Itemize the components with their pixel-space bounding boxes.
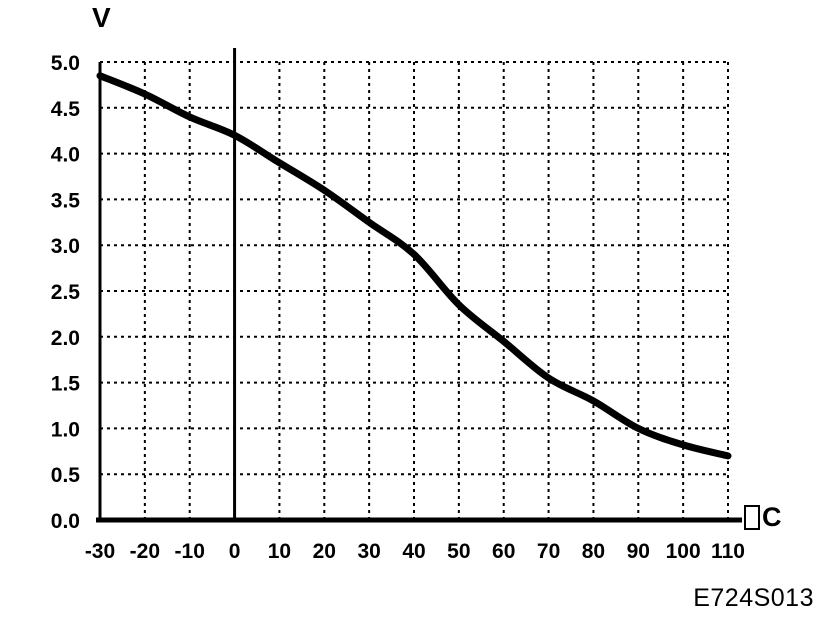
y-tick-label: 4.5 [51,98,81,121]
degree-symbol-missing-glyph-box [744,505,760,530]
x-tick-label: -30 [85,540,115,563]
voltage-temperature-curve [96,72,732,460]
y-tick-label: 1.5 [51,373,81,396]
x-tick-label: 80 [582,540,605,563]
x-tick-label: 40 [402,540,425,563]
y-tick-label: 5.0 [51,52,80,75]
y-tick-label: 0.0 [51,510,80,533]
x-tick-label: 30 [357,540,380,563]
x-tick-label: 100 [666,540,701,563]
x-tick-label: 70 [537,540,560,563]
y-tick-label: 3.5 [51,189,81,212]
x-tick-label: 90 [627,540,650,563]
x-axis-unit-text: C [762,502,782,532]
x-tick-label: 50 [447,540,470,563]
x-tick-label: 10 [268,540,291,563]
y-tick-label: 2.0 [51,327,80,350]
y-tick-label: 1.0 [51,418,80,441]
figure-code-caption: E724S013 [693,584,814,612]
x-tick-label: 0 [229,540,241,563]
y-axis-unit-label: V [92,2,111,33]
x-tick-label: -10 [175,540,205,563]
x-tick-label: 60 [492,540,515,563]
x-tick-label: 110 [711,540,745,563]
y-tick-label: 3.0 [51,235,80,258]
x-tick-label: 20 [313,540,336,563]
x-tick-label: -20 [130,540,160,563]
y-tick-label: 4.0 [51,144,80,167]
y-tick-label: 0.5 [51,464,81,487]
x-axis-unit-label: C [744,502,782,533]
y-tick-label: 2.5 [51,281,81,304]
